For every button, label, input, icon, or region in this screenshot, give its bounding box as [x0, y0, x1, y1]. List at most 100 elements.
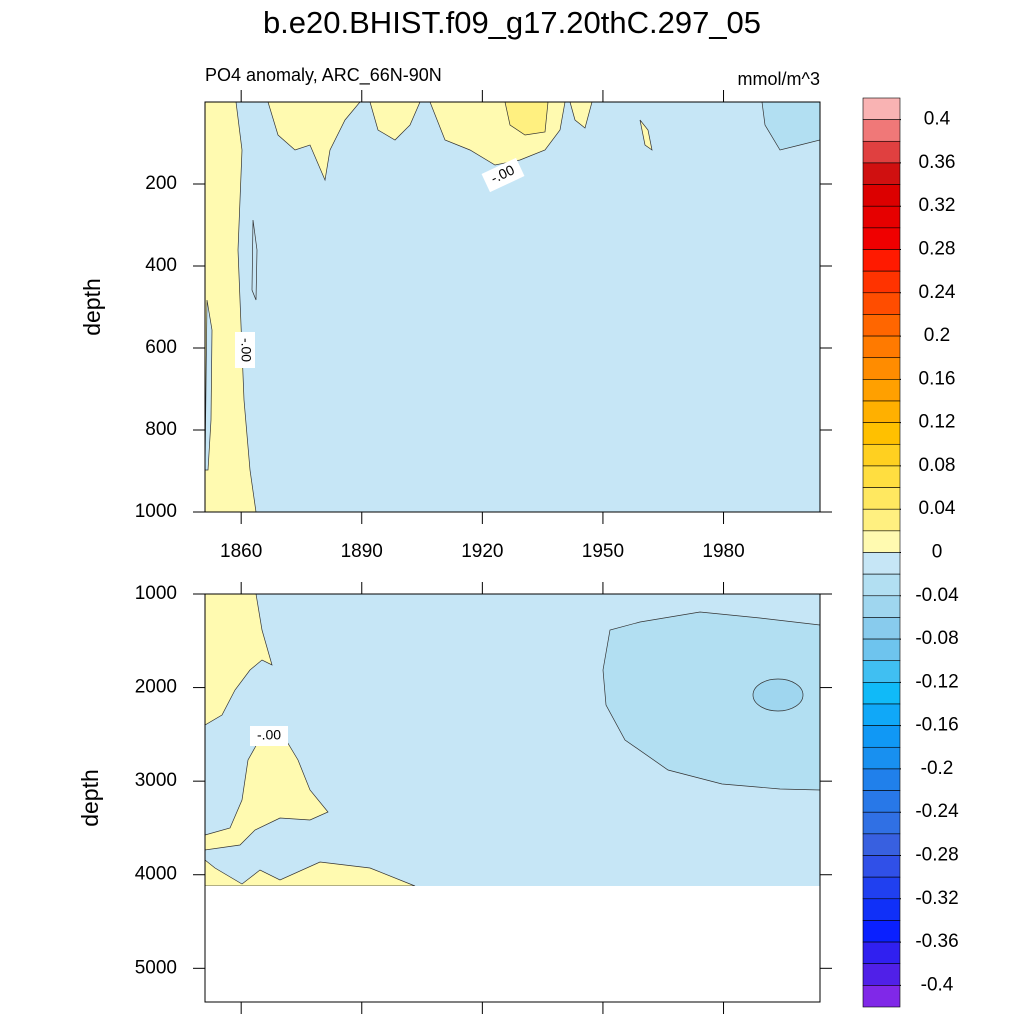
plot-frame [204, 593, 821, 1003]
colorbar-label: 0.28 [919, 239, 956, 260]
colorbar-box [862, 941, 901, 965]
no-data [205, 886, 820, 1002]
colorbar-box [862, 768, 901, 791]
colorbar-box [862, 162, 901, 185]
contour-region [752, 678, 804, 712]
label-box [481, 157, 525, 193]
colorbar-box [862, 292, 901, 315]
colorbar-label: -0.36 [915, 931, 958, 952]
y-tick-label: 2000 [135, 677, 177, 698]
x-tick-label: 1920 [461, 541, 503, 562]
colorbar-box [862, 379, 901, 402]
colorbar-label: 0.24 [919, 282, 956, 303]
colorbar-label: 0.2 [924, 325, 950, 346]
x-tick-label: 1980 [702, 541, 744, 562]
contour-fills [204, 593, 821, 1002]
contour-region [204, 729, 329, 851]
x-tick-label: 1890 [341, 541, 383, 562]
colorbar-box [862, 725, 901, 748]
y-tick-label: 600 [145, 337, 177, 358]
colorbar-box [862, 357, 901, 380]
colorbar-label: -0.12 [915, 671, 958, 692]
colorbar-label: 0.08 [919, 455, 956, 476]
units: mmol/m^3 [738, 69, 820, 89]
colorbar-label: -0.08 [915, 628, 958, 649]
contour-region [204, 593, 273, 726]
colorbar-box [862, 140, 901, 164]
label-box [235, 332, 255, 368]
plot-frame [204, 101, 821, 513]
colorbar-box [862, 249, 901, 272]
colorbar-box [862, 703, 901, 726]
colorbar-box [862, 119, 901, 142]
colorbar-box [862, 876, 901, 900]
contour-region [602, 611, 821, 791]
y-axis-label: depth [79, 278, 105, 336]
colorbar-box [862, 963, 901, 986]
colorbar-box [862, 314, 901, 337]
colorbar-label: 0.32 [919, 195, 956, 216]
y-tick-label: 1000 [135, 501, 177, 522]
y-tick-label: 1000 [135, 583, 177, 604]
colorbar-box [862, 530, 901, 553]
colorbar-label: -0.28 [915, 845, 958, 866]
colorbar-label: 0.04 [919, 498, 956, 519]
colorbar-box [862, 552, 901, 575]
colorbar-box [862, 487, 901, 510]
contour-region [639, 119, 653, 151]
colorbar-box [862, 443, 901, 467]
colorbar-box [862, 660, 901, 683]
colorbar-label: 0.36 [919, 152, 956, 173]
label-box [250, 726, 288, 746]
colorbar-label: 0 [932, 542, 943, 563]
colorbar-label: 0.4 [924, 109, 951, 130]
x-tick-label: 1950 [582, 541, 624, 562]
y-tick-label: 4000 [135, 864, 177, 885]
colorbar-box [862, 746, 901, 770]
colorbar-box [862, 985, 901, 1008]
colorbar-box [862, 595, 901, 618]
colorbar-label: -0.16 [915, 715, 958, 736]
colorbar-box [862, 400, 901, 423]
colorbar-box [862, 790, 901, 813]
colorbar-box [862, 227, 901, 250]
colorbar-label: 0.16 [919, 368, 956, 389]
colorbar-box [862, 855, 901, 878]
colorbar-box [862, 335, 901, 359]
colorbar-box [862, 638, 901, 662]
colorbar-label: -0.32 [915, 888, 958, 909]
y-tick-label: 400 [145, 255, 177, 276]
y-axis-label: depth [77, 769, 103, 827]
y-tick-label: 800 [145, 419, 177, 440]
contour-label: -.00 [257, 727, 281, 743]
colorbar-box [862, 682, 901, 705]
figure-title: b.e20.BHIST.f09_g17.20thC.297_05 [263, 5, 761, 40]
colorbar-label: -0.04 [915, 585, 959, 606]
colorbar-box [862, 465, 901, 488]
y-tick-label: 3000 [135, 770, 177, 791]
colorbar-box [862, 920, 901, 943]
colorbar-box [862, 617, 901, 640]
colorbar-box [862, 811, 901, 835]
subtitle: PO4 anomaly, ARC_66N-90N [205, 65, 442, 86]
colorbar-label: 0.12 [919, 412, 956, 433]
y-tick-label: 200 [145, 173, 177, 194]
colorbar-box [862, 508, 901, 532]
colorbar-box [862, 422, 901, 445]
colorbar-box [862, 573, 901, 597]
x-tick-label: 1860 [220, 541, 262, 562]
y-tick-label: 5000 [135, 957, 177, 978]
colorbar-box [862, 833, 901, 856]
contour-region [267, 101, 361, 182]
colorbar-box [862, 205, 901, 229]
contour-label: -.00 [238, 338, 254, 362]
colorbar-label: -0.2 [921, 758, 954, 779]
colorbar-box [862, 898, 901, 921]
colorbar-label: -0.4 [921, 974, 954, 995]
contour-labels: -.00 -.00 -.00 [235, 157, 525, 746]
colorbar-label: -0.24 [915, 801, 959, 822]
colorbar-box [862, 184, 901, 207]
colorbar-box [862, 97, 901, 120]
contour-region [251, 219, 258, 301]
